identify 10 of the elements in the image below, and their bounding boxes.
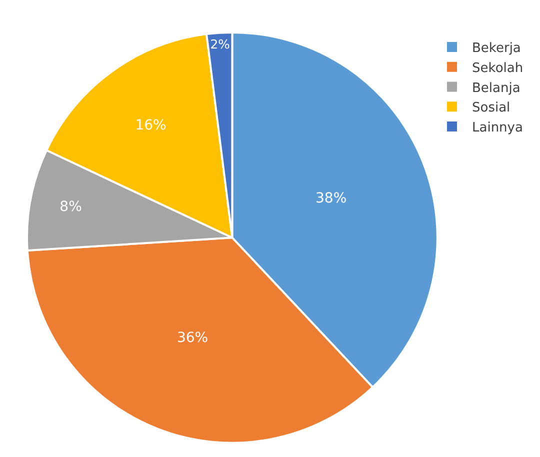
legend-label: Bekerja xyxy=(472,41,521,56)
data-label: 38% xyxy=(316,190,347,206)
data-label: 2% xyxy=(210,36,230,52)
legend-label: Lainnya xyxy=(472,120,523,136)
legend-label: Belanja xyxy=(472,80,520,96)
data-label: 8% xyxy=(60,198,82,215)
data-label: 36% xyxy=(176,330,208,346)
data-label: 16% xyxy=(135,118,166,134)
legend-label: Sekolah xyxy=(472,60,524,76)
legend-label: Sosial xyxy=(472,100,510,116)
